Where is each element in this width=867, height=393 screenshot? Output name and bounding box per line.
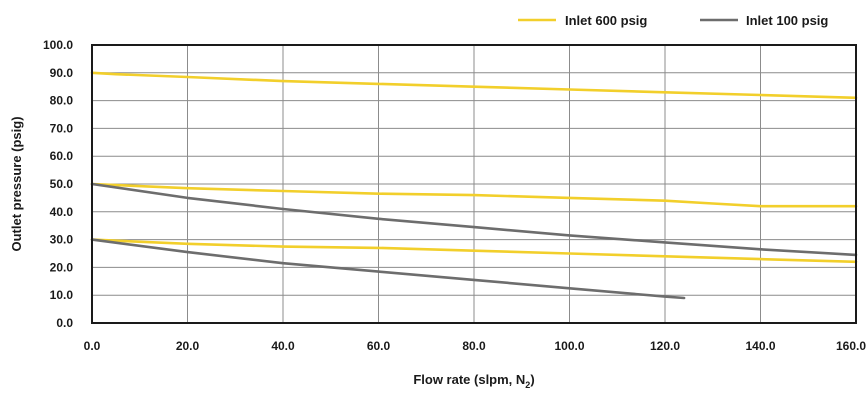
- y-tick-label: 100.0: [43, 38, 73, 52]
- x-tick-label: 140.0: [745, 339, 775, 353]
- y-tick-label: 80.0: [50, 94, 74, 108]
- x-axis-label: Flow rate (slpm, N2): [413, 372, 534, 390]
- series-line: [90, 71, 858, 100]
- x-tick-label: 20.0: [176, 339, 200, 353]
- x-tick-label: 100.0: [554, 339, 584, 353]
- y-tick-label: 30.0: [50, 233, 74, 247]
- x-axis-label-subscript: 2: [525, 380, 530, 390]
- x-tick-label: 160.0: [836, 339, 866, 353]
- legend-item-label: Inlet 100 psig: [746, 13, 828, 28]
- x-axis-label-close: ): [530, 372, 534, 387]
- plot-area-frame: [91, 44, 857, 324]
- y-tick-label: 70.0: [50, 121, 74, 135]
- x-tick-label: 80.0: [462, 339, 486, 353]
- y-tick-label: 60.0: [50, 149, 74, 163]
- y-tick-label: 40.0: [50, 205, 74, 219]
- y-tick-label: 50.0: [50, 177, 74, 191]
- x-tick-label: 0.0: [84, 339, 101, 353]
- y-tick-label: 10.0: [50, 288, 74, 302]
- y-axis-ticks: 0.0 10.0 20.0 30.0 40.0 50.0 60.0 70.0 80.0 90.0 1…: [43, 38, 73, 330]
- grid: [92, 45, 856, 323]
- y-tick-label: 0.0: [56, 316, 73, 330]
- legend: Inlet 600 psig Inlet 100 psig: [518, 13, 828, 28]
- series-lines: [90, 71, 858, 300]
- series-line: [90, 182, 858, 257]
- legend-item-label: Inlet 600 psig: [565, 13, 647, 28]
- x-axis-label-text: Flow rate (slpm, N: [413, 372, 525, 387]
- y-tick-label: 90.0: [50, 66, 74, 80]
- x-tick-label: 60.0: [367, 339, 391, 353]
- series-line: [90, 238, 858, 264]
- series-line: [90, 238, 686, 300]
- series-line: [90, 182, 858, 208]
- x-tick-label: 120.0: [650, 339, 680, 353]
- x-tick-label: 40.0: [271, 339, 295, 353]
- x-axis-ticks: 0.0 20.0 40.0 60.0 80.0 100.0 120.0 140.0 160.0: [84, 339, 867, 353]
- y-tick-label: 20.0: [50, 260, 74, 274]
- y-axis-label: Outlet pressure (psig): [9, 116, 24, 251]
